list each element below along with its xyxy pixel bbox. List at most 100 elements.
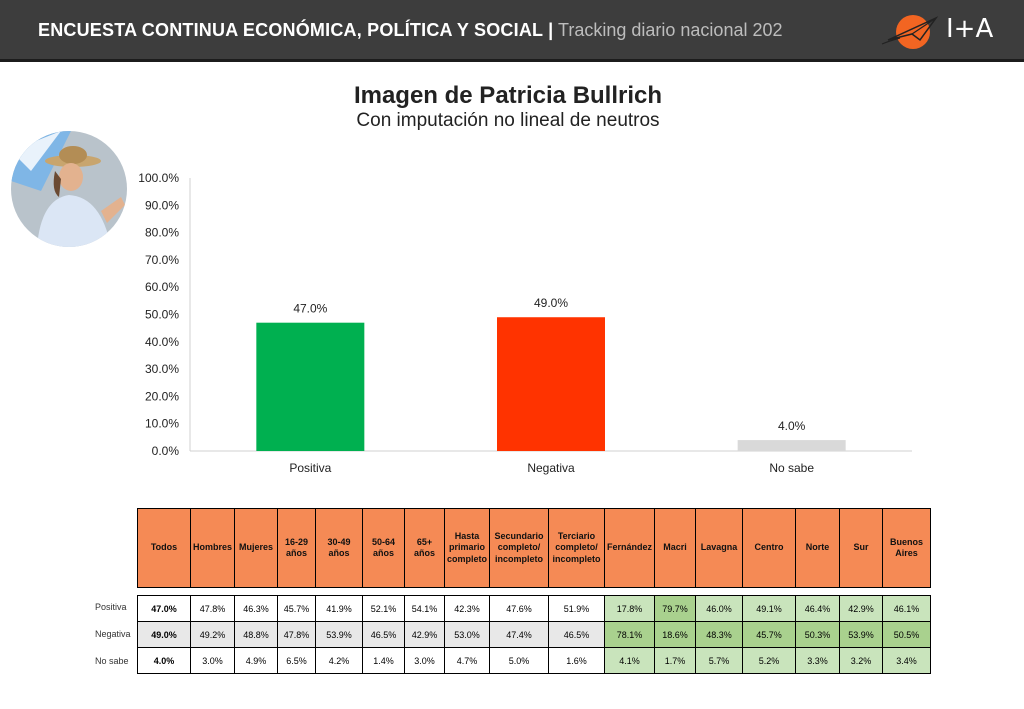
table-cell: 3.3% [795, 647, 841, 674]
table-cell: 47.8% [277, 621, 317, 648]
table-cell: 49.1% [742, 595, 797, 622]
table-cell: 1.6% [548, 647, 606, 674]
table-cell: 51.9% [548, 595, 606, 622]
col-header: Sur [839, 508, 884, 588]
table-cell: 48.8% [234, 621, 279, 648]
table-cell: 17.8% [604, 595, 656, 622]
table-cell: 1.4% [362, 647, 406, 674]
col-header: Secundario completo/ incompleto [489, 508, 550, 588]
bar-chart: 0.0% 10.0% 20.0% 30.0% 40.0% 50.0% 60.0% 70.0% 8… [138, 171, 912, 475]
table-cell: 45.7% [277, 595, 317, 622]
y-tick-label: 10.0% [145, 417, 179, 431]
table-cell: 41.9% [315, 595, 364, 622]
table-cell: 4.2% [315, 647, 364, 674]
table-cell: 3.4% [882, 647, 932, 674]
y-tick-label: 80.0% [145, 226, 179, 240]
table-cell: 45.7% [742, 621, 797, 648]
x-tick-label: No sabe [769, 461, 814, 475]
table-cell: 5.2% [742, 647, 797, 674]
col-header: Buenos Aires [882, 508, 932, 588]
data-label: 4.0% [778, 419, 806, 433]
col-header: Norte [795, 508, 841, 588]
y-tick-label: 70.0% [145, 253, 179, 267]
table-cell: 79.7% [654, 595, 697, 622]
table-cell: 46.0% [695, 595, 744, 622]
table-cell: 49.2% [189, 621, 236, 648]
table-cell: 4.7% [444, 647, 491, 674]
data-label: 49.0% [534, 296, 568, 310]
table-cell: 4.1% [604, 647, 656, 674]
col-header: Hombres [189, 508, 236, 588]
table-cell: 3.0% [189, 647, 236, 674]
table-cell: 4.0% [137, 647, 191, 674]
col-header: Centro [742, 508, 797, 588]
table-cell: 53.0% [444, 621, 491, 648]
y-tick-label: 20.0% [145, 389, 179, 403]
table-cell: 42.9% [404, 621, 446, 648]
table-cell: 5.7% [695, 647, 744, 674]
col-header: 30-49 años [315, 508, 364, 588]
breakdown-table: Todos Hombres Mujeres 16-29 años 30-49 a… [137, 508, 932, 674]
data-label: 47.0% [293, 302, 327, 316]
table-cell: 3.0% [404, 647, 446, 674]
table-cell: 54.1% [404, 595, 446, 622]
table-cell: 46.5% [362, 621, 406, 648]
table-cell: 50.3% [795, 621, 841, 648]
table-cell: 42.9% [839, 595, 884, 622]
table-cell: 47.6% [489, 595, 550, 622]
table-cell: 46.1% [882, 595, 932, 622]
bar-positiva [256, 322, 365, 451]
table-cell: 47.8% [189, 595, 236, 622]
col-header: 16-29 años [277, 508, 317, 588]
table-cell: 3.2% [839, 647, 884, 674]
table-cell: 46.4% [795, 595, 841, 622]
table-cell: 46.5% [548, 621, 606, 648]
table-cell: 48.3% [695, 621, 744, 648]
table-cell: 53.9% [315, 621, 364, 648]
col-header: Terciario completo/ incompleto [548, 508, 606, 588]
col-header: Hasta primario completo [444, 508, 491, 588]
col-header: 65+ años [404, 508, 446, 588]
logo-text: I+A [946, 14, 994, 44]
table-cell: 78.1% [604, 621, 656, 648]
x-tick-label: Negativa [527, 461, 575, 475]
table-row: 49.0% 49.2% 48.8% 47.8% 53.9% 46.5% 42.9… [137, 621, 932, 648]
table-cell: 42.3% [444, 595, 491, 622]
chart-subtitle: Con imputación no lineal de neutros [356, 110, 660, 131]
col-header: Mujeres [234, 508, 279, 588]
header-bar: ENCUESTA CONTINUA ECONÓMICA, POLÍTICA Y … [0, 0, 1024, 62]
col-header: Fernández [604, 508, 656, 588]
col-header: Macri [654, 508, 697, 588]
col-header: Lavagna [695, 508, 744, 588]
table-row: 4.0% 3.0% 4.9% 6.5% 4.2% 1.4% 3.0% 4.7% … [137, 647, 932, 674]
col-header: Todos [137, 508, 191, 588]
table-cell: 18.6% [654, 621, 697, 648]
y-tick-label: 0.0% [152, 444, 180, 458]
table-cell: 47.4% [489, 621, 550, 648]
table-cell: 4.9% [234, 647, 279, 674]
table-cell: 1.7% [654, 647, 697, 674]
y-tick-label: 60.0% [145, 280, 179, 294]
table-cell: 6.5% [277, 647, 317, 674]
table-cell: 46.3% [234, 595, 279, 622]
table-header-row: Todos Hombres Mujeres 16-29 años 30-49 a… [137, 508, 932, 588]
bar-negativa [497, 317, 605, 451]
table-cell: 49.0% [137, 621, 191, 648]
paper-plane-logo-icon [881, 15, 939, 49]
header-subtitle: Tracking diario nacional 202 [558, 20, 783, 40]
header-main-title: ENCUESTA CONTINUA ECONÓMICA, POLÍTICA Y … [38, 20, 554, 40]
row-label-no-sabe: No sabe [95, 656, 129, 666]
table-cell: 5.0% [489, 647, 550, 674]
y-tick-label: 100.0% [138, 171, 179, 185]
table-row: 47.0% 47.8% 46.3% 45.7% 41.9% 52.1% 54.1… [137, 595, 932, 622]
table-cell: 53.9% [839, 621, 884, 648]
x-tick-label: Positiva [289, 461, 331, 475]
table-cell: 52.1% [362, 595, 406, 622]
row-label-positiva: Positiva [95, 602, 127, 612]
y-tick-label: 30.0% [145, 362, 179, 376]
bar-no-sabe [737, 440, 846, 451]
row-label-negativa: Negativa [95, 629, 131, 639]
table-cell: 50.5% [882, 621, 932, 648]
col-header: 50-64 años [362, 508, 406, 588]
y-tick-label: 50.0% [145, 308, 179, 322]
